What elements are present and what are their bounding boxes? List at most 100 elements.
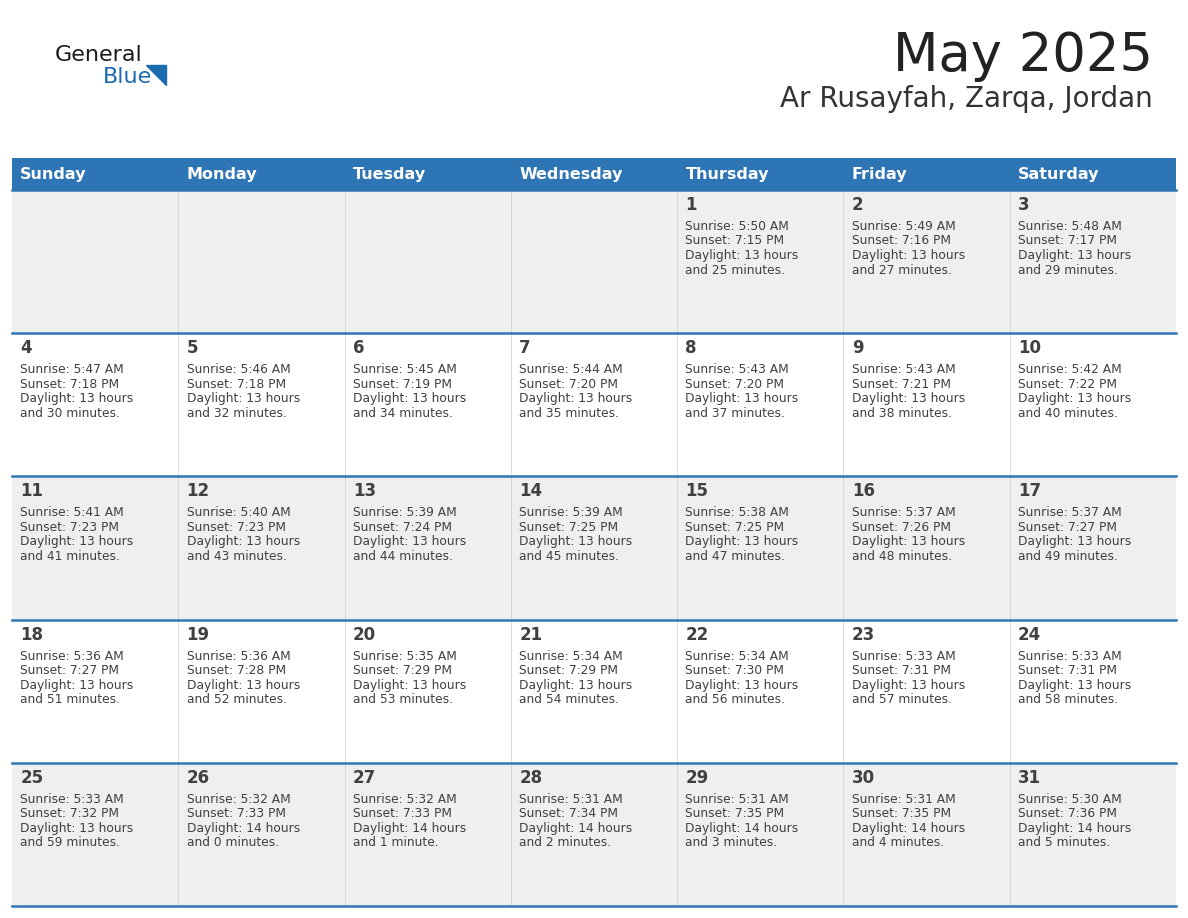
Text: Sunrise: 5:32 AM: Sunrise: 5:32 AM	[187, 793, 290, 806]
Text: 16: 16	[852, 482, 874, 500]
Text: May 2025: May 2025	[893, 30, 1154, 82]
Text: Daylight: 13 hours: Daylight: 13 hours	[187, 535, 299, 548]
Text: Sunset: 7:32 PM: Sunset: 7:32 PM	[20, 807, 119, 821]
Text: 4: 4	[20, 339, 32, 357]
Bar	[677, 158, 843, 190]
Text: Daylight: 14 hours: Daylight: 14 hours	[685, 822, 798, 834]
Text: Sunrise: 5:46 AM: Sunrise: 5:46 AM	[187, 364, 290, 376]
Text: and 35 minutes.: and 35 minutes.	[519, 407, 619, 420]
Text: Daylight: 13 hours: Daylight: 13 hours	[187, 678, 299, 691]
Bar	[12, 476, 1176, 620]
Text: Sunset: 7:35 PM: Sunset: 7:35 PM	[852, 807, 950, 821]
Text: Daylight: 13 hours: Daylight: 13 hours	[1018, 678, 1131, 691]
Text: Daylight: 13 hours: Daylight: 13 hours	[1018, 392, 1131, 405]
Text: 17: 17	[1018, 482, 1041, 500]
Text: Sunset: 7:20 PM: Sunset: 7:20 PM	[519, 377, 618, 391]
Bar	[12, 333, 1176, 476]
Text: 5: 5	[187, 339, 198, 357]
Text: and 40 minutes.: and 40 minutes.	[1018, 407, 1118, 420]
Text: Daylight: 13 hours: Daylight: 13 hours	[519, 535, 632, 548]
Text: Daylight: 14 hours: Daylight: 14 hours	[353, 822, 466, 834]
Text: Daylight: 13 hours: Daylight: 13 hours	[353, 392, 466, 405]
Text: Wednesday: Wednesday	[519, 166, 623, 182]
Text: Daylight: 13 hours: Daylight: 13 hours	[852, 678, 965, 691]
Text: Sunset: 7:17 PM: Sunset: 7:17 PM	[1018, 234, 1117, 248]
Text: Sunrise: 5:34 AM: Sunrise: 5:34 AM	[685, 650, 789, 663]
Text: and 27 minutes.: and 27 minutes.	[852, 263, 952, 276]
Text: Sunrise: 5:45 AM: Sunrise: 5:45 AM	[353, 364, 456, 376]
Text: 21: 21	[519, 625, 542, 644]
Text: General: General	[55, 45, 143, 65]
Text: Daylight: 13 hours: Daylight: 13 hours	[852, 392, 965, 405]
Text: 31: 31	[1018, 768, 1041, 787]
Text: 20: 20	[353, 625, 377, 644]
Text: Sunset: 7:18 PM: Sunset: 7:18 PM	[187, 377, 286, 391]
Text: Blue: Blue	[103, 67, 152, 87]
Text: Sunset: 7:26 PM: Sunset: 7:26 PM	[852, 521, 950, 534]
Text: and 30 minutes.: and 30 minutes.	[20, 407, 120, 420]
Text: Daylight: 14 hours: Daylight: 14 hours	[1018, 822, 1131, 834]
Text: Sunrise: 5:41 AM: Sunrise: 5:41 AM	[20, 507, 124, 520]
Text: Monday: Monday	[187, 166, 258, 182]
Text: Sunrise: 5:39 AM: Sunrise: 5:39 AM	[519, 507, 623, 520]
Text: Sunrise: 5:33 AM: Sunrise: 5:33 AM	[1018, 650, 1121, 663]
Text: and 41 minutes.: and 41 minutes.	[20, 550, 120, 563]
Text: 12: 12	[187, 482, 210, 500]
Text: Sunset: 7:23 PM: Sunset: 7:23 PM	[187, 521, 285, 534]
Text: Daylight: 14 hours: Daylight: 14 hours	[187, 822, 299, 834]
Text: 26: 26	[187, 768, 210, 787]
Text: 1: 1	[685, 196, 697, 214]
Text: Sunset: 7:35 PM: Sunset: 7:35 PM	[685, 807, 784, 821]
Text: Daylight: 13 hours: Daylight: 13 hours	[1018, 535, 1131, 548]
Text: Ar Rusayfah, Zarqa, Jordan: Ar Rusayfah, Zarqa, Jordan	[781, 85, 1154, 113]
Text: and 34 minutes.: and 34 minutes.	[353, 407, 453, 420]
Text: Sunrise: 5:36 AM: Sunrise: 5:36 AM	[20, 650, 124, 663]
Text: Sunrise: 5:42 AM: Sunrise: 5:42 AM	[1018, 364, 1121, 376]
Text: Sunrise: 5:31 AM: Sunrise: 5:31 AM	[852, 793, 955, 806]
Text: Daylight: 13 hours: Daylight: 13 hours	[685, 678, 798, 691]
Text: Sunrise: 5:32 AM: Sunrise: 5:32 AM	[353, 793, 456, 806]
Text: Daylight: 13 hours: Daylight: 13 hours	[20, 392, 133, 405]
Text: 24: 24	[1018, 625, 1041, 644]
Text: Sunrise: 5:31 AM: Sunrise: 5:31 AM	[685, 793, 789, 806]
Text: 19: 19	[187, 625, 210, 644]
Text: and 51 minutes.: and 51 minutes.	[20, 693, 120, 706]
Bar	[12, 763, 1176, 906]
Text: Sunrise: 5:49 AM: Sunrise: 5:49 AM	[852, 220, 955, 233]
Text: and 49 minutes.: and 49 minutes.	[1018, 550, 1118, 563]
Text: and 5 minutes.: and 5 minutes.	[1018, 836, 1111, 849]
Text: 14: 14	[519, 482, 542, 500]
Text: Thursday: Thursday	[685, 166, 769, 182]
Text: Daylight: 13 hours: Daylight: 13 hours	[519, 678, 632, 691]
Text: Tuesday: Tuesday	[353, 166, 426, 182]
Text: and 38 minutes.: and 38 minutes.	[852, 407, 952, 420]
Polygon shape	[146, 65, 166, 85]
Text: 23: 23	[852, 625, 876, 644]
Text: Sunrise: 5:43 AM: Sunrise: 5:43 AM	[852, 364, 955, 376]
Text: and 1 minute.: and 1 minute.	[353, 836, 438, 849]
Text: and 59 minutes.: and 59 minutes.	[20, 836, 120, 849]
Text: Daylight: 13 hours: Daylight: 13 hours	[685, 392, 798, 405]
Text: Sunrise: 5:48 AM: Sunrise: 5:48 AM	[1018, 220, 1121, 233]
Text: 25: 25	[20, 768, 44, 787]
Text: Sunrise: 5:31 AM: Sunrise: 5:31 AM	[519, 793, 623, 806]
Text: Sunset: 7:15 PM: Sunset: 7:15 PM	[685, 234, 784, 248]
Text: 18: 18	[20, 625, 43, 644]
Text: Sunset: 7:24 PM: Sunset: 7:24 PM	[353, 521, 451, 534]
Text: Sunrise: 5:36 AM: Sunrise: 5:36 AM	[187, 650, 290, 663]
Text: and 48 minutes.: and 48 minutes.	[852, 550, 952, 563]
Text: Sunset: 7:19 PM: Sunset: 7:19 PM	[353, 377, 451, 391]
Text: 30: 30	[852, 768, 874, 787]
Text: Sunset: 7:29 PM: Sunset: 7:29 PM	[353, 664, 451, 677]
Text: Sunset: 7:36 PM: Sunset: 7:36 PM	[1018, 807, 1117, 821]
Text: Daylight: 13 hours: Daylight: 13 hours	[20, 535, 133, 548]
Text: Sunset: 7:33 PM: Sunset: 7:33 PM	[353, 807, 451, 821]
Text: 29: 29	[685, 768, 709, 787]
Text: Sunrise: 5:37 AM: Sunrise: 5:37 AM	[852, 507, 955, 520]
Text: 13: 13	[353, 482, 377, 500]
Text: and 57 minutes.: and 57 minutes.	[852, 693, 952, 706]
Text: 6: 6	[353, 339, 365, 357]
Bar	[12, 158, 178, 190]
Text: and 32 minutes.: and 32 minutes.	[187, 407, 286, 420]
Text: 28: 28	[519, 768, 542, 787]
